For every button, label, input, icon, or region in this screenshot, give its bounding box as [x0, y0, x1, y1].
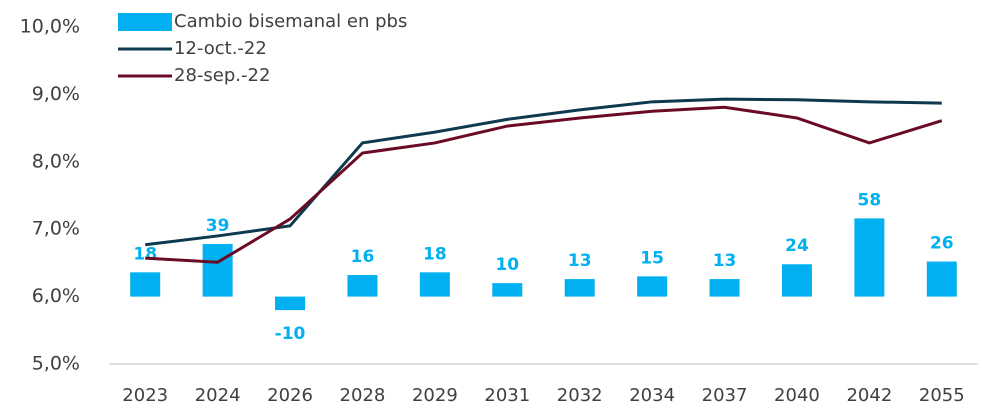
value-label: 24 — [785, 236, 809, 256]
value-label: 13 — [713, 251, 737, 271]
legend-label: 12-oct.-22 — [174, 38, 267, 59]
value-label: 58 — [858, 190, 882, 210]
value-label: 18 — [133, 244, 157, 264]
y-tick-label: 10,0% — [20, 16, 80, 38]
y-tick-label: 6,0% — [32, 285, 80, 307]
bar — [637, 276, 668, 297]
bar — [347, 275, 378, 297]
line-series — [145, 105, 943, 264]
x-tick-label: 2028 — [340, 385, 386, 406]
legend-swatch — [118, 13, 172, 31]
value-label: 16 — [351, 247, 375, 267]
x-tick-label: 2040 — [774, 385, 820, 406]
bar — [130, 272, 161, 297]
y-tick-label: 8,0% — [32, 150, 80, 172]
value-label: -10 — [275, 324, 306, 344]
x-tick-label: 2026 — [267, 385, 313, 406]
value-label: 15 — [640, 248, 664, 268]
value-label: 18 — [423, 244, 447, 264]
bar — [854, 218, 885, 297]
legend-label: Cambio bisemanal en pbs — [174, 11, 407, 32]
value-label: 10 — [495, 255, 519, 275]
y-tick-label: 7,0% — [32, 218, 80, 240]
value-label: 13 — [568, 251, 592, 271]
y-tick-label: 9,0% — [32, 83, 80, 105]
bar — [926, 261, 957, 297]
bar — [492, 283, 523, 297]
y-tick-label: 5,0% — [32, 353, 80, 375]
bar — [781, 264, 812, 297]
value-label: 26 — [930, 234, 954, 254]
bar — [564, 279, 595, 297]
bar — [202, 244, 233, 297]
bar — [419, 272, 450, 297]
x-tick-label: 2042 — [846, 385, 892, 406]
bar — [275, 296, 306, 311]
x-tick-label: 2031 — [484, 385, 530, 406]
value-label: 39 — [206, 216, 230, 236]
x-tick-label: 2023 — [122, 385, 168, 406]
x-tick-label: 2037 — [702, 385, 748, 406]
x-tick-label: 2029 — [412, 385, 458, 406]
x-tick-label: 2024 — [195, 385, 241, 406]
bar — [709, 279, 740, 297]
x-tick-label: 2032 — [557, 385, 603, 406]
x-tick-label: 2055 — [919, 385, 965, 406]
legend-label: 28-sep.-22 — [174, 65, 270, 86]
x-tick-label: 2034 — [629, 385, 675, 406]
